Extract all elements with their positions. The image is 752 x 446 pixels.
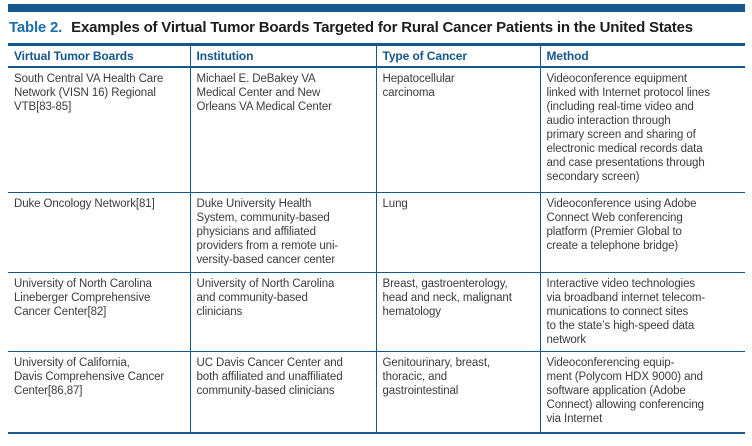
header-row: Virtual Tumor Boards Institution Type of…: [8, 44, 745, 68]
table-caption: Table 2. Examples of Virtual Tumor Boards…: [8, 12, 745, 43]
cell-institution: Duke University Health System, community…: [189, 192, 376, 273]
column-header-method: Method: [539, 44, 745, 68]
cell-cancer-type: Hepatocellular carcinoma: [375, 67, 540, 193]
cell-cancer-type: Genitourinary, breast, thoracic, and gas…: [375, 351, 540, 434]
cell-method: Videoconferencing equip- ment (Polycom H…: [539, 351, 745, 434]
cell-method: Interactive video technologies via broad…: [539, 272, 745, 352]
table-title-text: Examples of Virtual Tumor Boards Targete…: [71, 19, 693, 36]
cell-institution: University of North Carolina and communi…: [189, 272, 376, 352]
cell-method: Videoconference using Adobe Connect Web …: [539, 192, 745, 273]
column-header-institution: Institution: [189, 44, 376, 68]
cell-institution: Michael E. DeBakey VA Medical Center and…: [189, 67, 376, 193]
cell-institution: UC Davis Cancer Center and both affiliat…: [189, 351, 376, 434]
table-row: University of California, Davis Comprehe…: [8, 351, 745, 434]
cell-board-name: University of California, Davis Comprehe…: [8, 351, 190, 434]
cell-method: Videoconference equipment linked with In…: [539, 67, 745, 193]
table-row: Duke Oncology Network[81] Duke Universit…: [8, 192, 745, 273]
table-row: South Central VA Health Care Network (VI…: [8, 67, 745, 193]
top-rule: [8, 4, 745, 12]
virtual-tumor-boards-table: Virtual Tumor Boards Institution Type of…: [8, 43, 745, 434]
cell-cancer-type: Lung: [375, 192, 540, 273]
cell-board-name: Duke Oncology Network[81]: [8, 192, 190, 273]
column-header-virtual-tumor-boards: Virtual Tumor Boards: [8, 44, 190, 68]
column-header-type-of-cancer: Type of Cancer: [375, 44, 540, 68]
cell-board-name: South Central VA Health Care Network (VI…: [8, 67, 190, 193]
table-number-label: Table 2.: [9, 19, 63, 36]
paper-table-page: Table 2. Examples of Virtual Tumor Boards…: [8, 4, 745, 434]
cell-cancer-type: Breast, gastroenterology, head and neck,…: [375, 272, 540, 352]
table-row: University of North Carolina Lineberger …: [8, 272, 745, 352]
cell-board-name: University of North Carolina Lineberger …: [8, 272, 190, 352]
